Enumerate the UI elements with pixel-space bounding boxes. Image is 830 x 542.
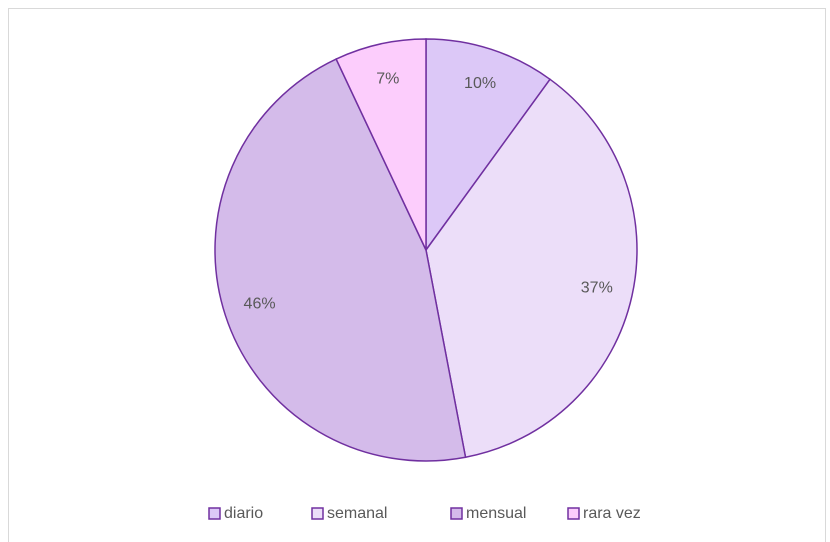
pie-slice [214, 58, 467, 462]
legend-label: rara vez [583, 505, 641, 522]
data-label: 46% [244, 295, 276, 312]
pie-slice [425, 38, 552, 253]
legend-label: semanal [327, 505, 387, 522]
legend-swatch [208, 507, 221, 520]
legend-label: diario [224, 505, 263, 522]
legend-label: mensual [466, 505, 526, 522]
legend-swatch [450, 507, 463, 520]
data-label: 10% [464, 75, 496, 92]
data-label: 37% [581, 279, 613, 296]
data-label: 7% [376, 70, 399, 87]
pie-slice [425, 78, 638, 459]
legend-swatch [567, 507, 580, 520]
legend-swatch [311, 507, 324, 520]
pie-slice [335, 38, 427, 251]
